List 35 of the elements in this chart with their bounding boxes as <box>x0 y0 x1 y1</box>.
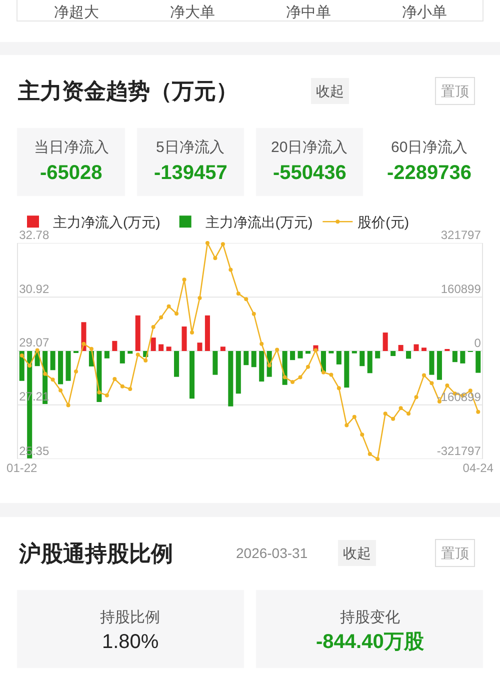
x-tick-label: 04-24 <box>462 461 494 475</box>
text: 收起 <box>316 83 344 99</box>
legend-label: 股价(元) <box>358 214 409 230</box>
x-tick-label: 01-22 <box>6 461 38 475</box>
text: 沪股通持股比例 <box>18 541 173 566</box>
text: -65028 <box>40 162 102 184</box>
text: 5日净流入 <box>156 139 224 156</box>
y-tick-label: 29.07 <box>19 336 50 350</box>
y-tick-label: 32.78 <box>19 228 50 242</box>
legend-label: 主力净流入(万元) <box>53 214 160 230</box>
y-tick-label: 30.92 <box>19 282 50 296</box>
text: -139457 <box>154 162 228 184</box>
text: -550436 <box>273 162 346 184</box>
text: 净小单 <box>402 4 447 21</box>
text: 收起 <box>343 545 371 561</box>
text: 持股变化 <box>340 609 400 626</box>
text: 净超大 <box>54 4 99 21</box>
y2-tick-label: -321797 <box>436 444 482 458</box>
y2-tick-label: 321797 <box>440 228 482 242</box>
legend-label: 主力净流出(万元) <box>205 214 313 230</box>
text: 1.80% <box>102 631 159 653</box>
text: 20日净流入 <box>271 139 348 156</box>
text: -2289736 <box>387 162 472 184</box>
text: 60日净流入 <box>391 139 468 156</box>
chart-title: 主力资金趋势（万元） <box>17 78 238 104</box>
text: 置顶 <box>441 545 469 561</box>
text: 持股比例 <box>100 609 160 626</box>
text: 置顶 <box>441 83 469 99</box>
text: 2026-03-31 <box>236 545 308 561</box>
text: 当日净流入 <box>34 139 109 156</box>
text: 净中单 <box>286 4 331 21</box>
y2-tick-label: 160899 <box>440 282 482 296</box>
text: -844.40万股 <box>316 631 425 653</box>
y2-tick-label: 0 <box>474 336 482 350</box>
text: 净大单 <box>170 4 215 21</box>
